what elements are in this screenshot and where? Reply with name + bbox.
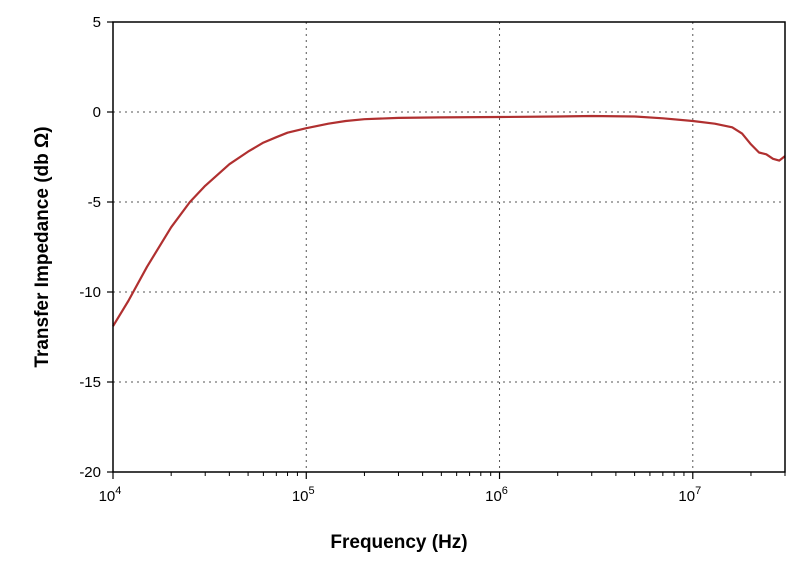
- y-tick-label: -5: [88, 194, 101, 211]
- y-tick-label: 0: [93, 104, 101, 121]
- y-tick-label: -15: [79, 374, 101, 391]
- series-line: [112, 114, 786, 327]
- x-tick-label: 105: [292, 485, 315, 505]
- plot-frame: [112, 21, 786, 473]
- x-tick-label: 104: [99, 485, 122, 505]
- axis-ticks: 5 0 -5 -10 -15 -20 104 105 106 107: [79, 14, 786, 505]
- y-tick-label: 5: [93, 14, 101, 31]
- x-tick-label: 107: [678, 485, 701, 505]
- series-layer: [112, 114, 786, 327]
- x-axis-title: Frequency (Hz): [330, 532, 467, 553]
- x-tick-label: 106: [485, 485, 508, 505]
- y-tick-label: -10: [79, 284, 101, 301]
- y-tick-label: -20: [79, 464, 101, 481]
- grid-lines: [113, 22, 785, 472]
- y-axis-title: Transfer Impedance (db Ω): [32, 126, 53, 367]
